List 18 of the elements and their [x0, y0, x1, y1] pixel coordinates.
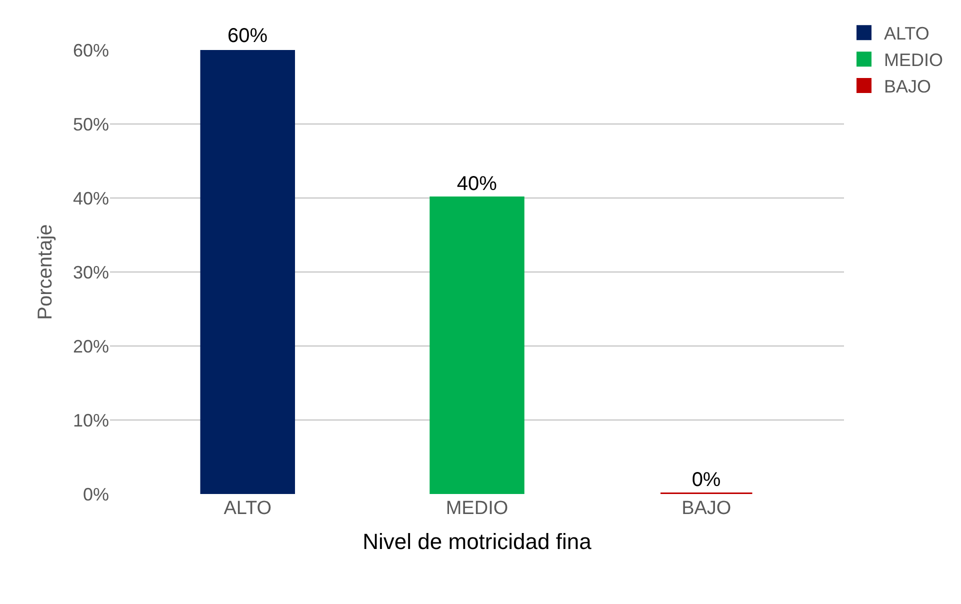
y-tick-label: 10%: [72, 410, 109, 430]
y-axis-title: Porcentaje: [34, 224, 56, 320]
y-tick-label: 60%: [72, 40, 109, 60]
text: 60%: [228, 25, 268, 47]
x-tick-label: MEDIO: [446, 498, 508, 519]
y-tick-label: 50%: [72, 114, 109, 134]
y-tick-label: 40%: [72, 188, 109, 208]
legend-label: MEDIO: [884, 50, 944, 70]
x-tick-label: ALTO: [224, 498, 272, 519]
y-tick-label: 20%: [72, 336, 109, 356]
x-tick-label: BAJO: [682, 498, 732, 519]
legend-label: ALTO: [884, 24, 930, 44]
y-tick-label: 30%: [72, 262, 109, 282]
text: 40%: [456, 173, 497, 195]
legend-label: BAJO: [884, 76, 932, 96]
x-axis-title: Nivel de motricidad fina: [362, 528, 592, 554]
text: 0%: [692, 469, 721, 491]
y-tick-label: 0%: [82, 484, 109, 504]
